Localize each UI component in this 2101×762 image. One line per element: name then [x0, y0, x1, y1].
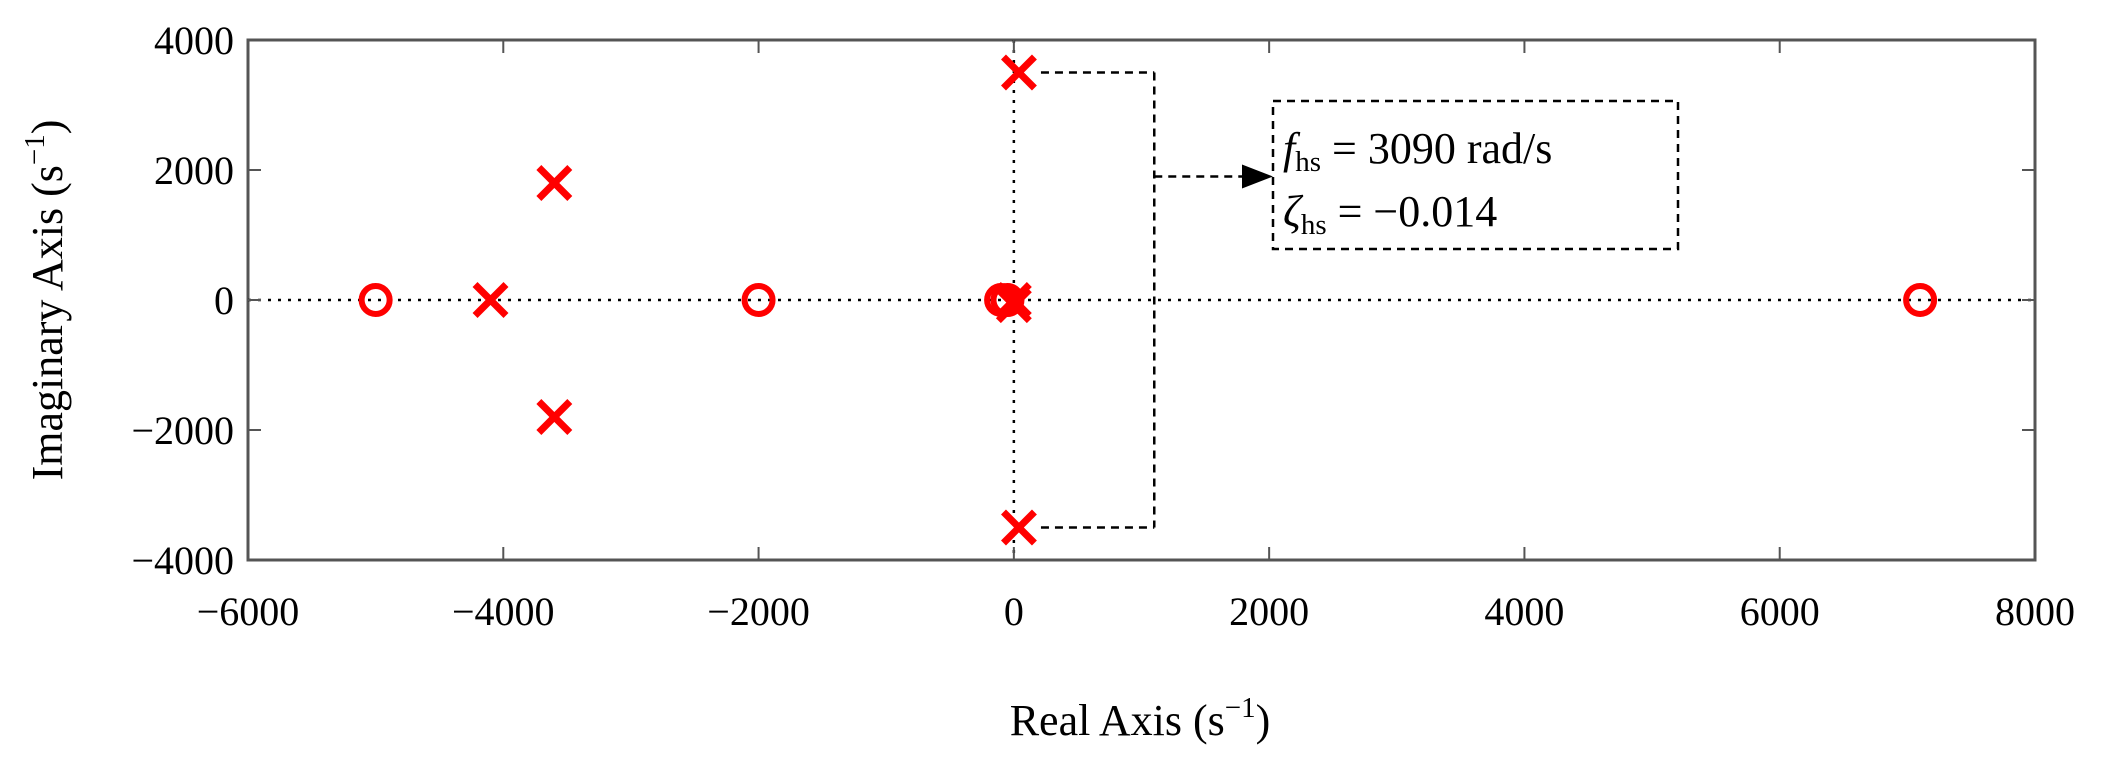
y-tick-label: 2000	[154, 148, 234, 193]
y-tick-label: −2000	[131, 408, 234, 453]
zero-marker	[358, 283, 393, 317]
x-tick-label: 4000	[1484, 589, 1564, 634]
y-tick-label: −4000	[131, 538, 234, 583]
x-tick-label: 8000	[1995, 589, 2075, 634]
pole-stroke	[472, 282, 509, 318]
x-tick-label: −2000	[707, 589, 810, 634]
x-axis-label-close: )	[1256, 696, 1271, 745]
pole-marker	[1001, 509, 1037, 546]
zero-marker	[741, 283, 776, 317]
y-tick-label: 4000	[154, 18, 234, 63]
zero-marker	[1903, 283, 1938, 317]
x-axis-label-text: Real Axis (s	[1010, 696, 1225, 745]
pole-stroke	[536, 165, 573, 201]
annotation-f-value: = 3090 rad/s	[1321, 124, 1552, 173]
pole-stroke	[995, 282, 1032, 318]
x-tick-label: −4000	[452, 589, 555, 634]
annotation-box: fhs = 3090 rad/s ζhs = −0.014	[1271, 99, 1680, 251]
y-tick-label: 0	[214, 278, 234, 323]
annotation-box-frame	[1271, 99, 1680, 251]
pole-marker	[1001, 54, 1037, 91]
x-tick-label: 2000	[1229, 589, 1309, 634]
pole-marker	[536, 399, 573, 435]
x-axis-label-sup: −1	[1225, 692, 1256, 724]
x-tick-label: 0	[1004, 589, 1024, 634]
pole-stroke	[536, 399, 573, 435]
annotation-bracket	[1040, 71, 1273, 529]
pole-marker	[995, 287, 1032, 324]
pole-marker	[472, 282, 509, 318]
annotation-line-2: ζhs = −0.014	[1283, 187, 1497, 241]
y-axis-label-close: )	[23, 120, 72, 135]
annotation-zeta-symbol: ζ	[1283, 187, 1304, 236]
x-tick-label: −6000	[197, 589, 300, 634]
pole-marker	[995, 282, 1032, 318]
annotation-zeta-subscript: hs	[1301, 209, 1327, 241]
pole-stroke	[1001, 509, 1037, 546]
pole-stroke	[1001, 54, 1037, 91]
x-axis-label: Real Axis (s−1)	[1010, 692, 1271, 745]
axis-ticks: −6000 −4000 −2000 0 2000 4000 6000 8000 −4000 −20…	[131, 18, 2075, 634]
x-tick-label: 6000	[1740, 589, 1820, 634]
annotation-line-1: fhs = 3090 rad/s	[1283, 124, 1552, 178]
annotation-arrowhead	[1242, 164, 1273, 189]
annotation-f-subscript: hs	[1295, 146, 1321, 178]
y-axis-label: Imaginary Axis (s−1)	[19, 120, 72, 481]
y-axis-label-sup: −1	[19, 134, 51, 165]
markers	[358, 54, 1938, 546]
pole-stroke	[995, 287, 1032, 324]
annotation-zeta-value: = −0.014	[1327, 187, 1498, 236]
pole-marker	[536, 165, 573, 201]
y-axis-label-text: Imaginary Axis (s	[23, 165, 72, 480]
plot-area	[246, 38, 2037, 562]
